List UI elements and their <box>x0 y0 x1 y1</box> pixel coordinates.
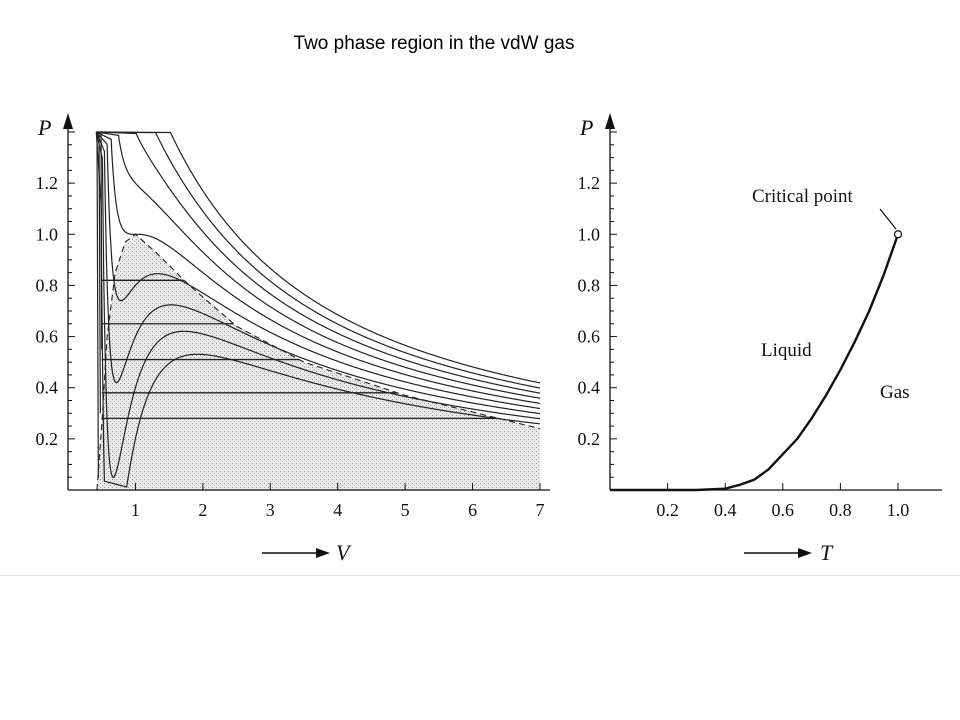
isotherm-curve <box>95 131 541 488</box>
pv-axes: 0.2 0.4 0.6 0.8 1.0 1.2 1 2 3 4 5 6 7 <box>36 113 550 520</box>
page-title: Two phase region in the vdW gas <box>293 33 575 54</box>
figure-panel: 0.2 0.4 0.6 0.8 1.0 1.2 1 2 3 4 5 6 7 P V 0.2 0.4 0.6 0… <box>0 95 960 576</box>
y-tick-label: 1.2 <box>36 173 59 193</box>
y-tick-label: 0.2 <box>36 429 59 449</box>
coexistence-shading <box>96 234 540 490</box>
x-tick-label: 1 <box>131 500 140 520</box>
isotherm-curve <box>95 131 541 410</box>
pt-chart: 0.2 0.4 0.6 0.8 1.0 1.2 0.2 0.4 0.6 0.8 1.0 P T Cr… <box>578 113 942 565</box>
x-tick-label: 4 <box>333 500 342 520</box>
y-tick-label: 1.0 <box>36 224 59 244</box>
x-tick-label: 0.6 <box>772 500 795 520</box>
x-axis-label: V <box>336 540 352 565</box>
x-tick-label: 2 <box>198 500 207 520</box>
x-axis-label: T <box>820 540 834 565</box>
y-tick-label: 0.4 <box>36 378 59 398</box>
pt-axes: 0.2 0.4 0.6 0.8 1.0 1.2 0.2 0.4 0.6 0.8 1.0 <box>578 113 942 520</box>
critical-point-leader <box>879 208 897 230</box>
y-tick-label: 0.6 <box>578 327 601 347</box>
isotherm-curve <box>95 131 541 415</box>
y-axis-label: P <box>579 115 593 140</box>
y-axis-label: P <box>37 115 51 140</box>
pv-chart: 0.2 0.4 0.6 0.8 1.0 1.2 1 2 3 4 5 6 7 P V <box>36 113 550 565</box>
x-tick-label: 0.2 <box>656 500 679 520</box>
x-axis-arrow <box>262 548 330 558</box>
coexistence-region <box>96 233 541 491</box>
critical-point-label: Critical point <box>752 186 854 207</box>
tie-lines <box>101 279 499 420</box>
x-tick-label: 6 <box>468 500 477 520</box>
x-tick-label: 3 <box>266 500 275 520</box>
x-tick-label: 7 <box>536 500 545 520</box>
figure-svg: 0.20.40.60.81.01.21 2 3 4 5 6 7 P V 0.20.40.60… <box>36 113 942 565</box>
isotherm-curve <box>96 131 541 384</box>
y-tick-label: 1.0 <box>578 224 601 244</box>
isotherm-curve <box>96 131 541 399</box>
vapor-pressure-curve <box>610 230 903 492</box>
y-tick-label: 0.6 <box>36 327 59 347</box>
critical-point-marker <box>893 230 903 239</box>
y-axis-arrowhead <box>605 113 615 129</box>
x-tick-label: 1.0 <box>887 500 910 520</box>
coexistence-boundary <box>96 233 541 491</box>
y-tick-label: 1.2 <box>578 173 601 193</box>
liquid-branch <box>96 131 103 478</box>
isotherm-curve <box>96 131 541 404</box>
x-tick-label: 5 <box>401 500 410 520</box>
y-tick-label: 0.8 <box>578 275 601 295</box>
x-axis-arrow <box>744 548 812 558</box>
liquid-label: Liquid <box>761 340 812 361</box>
gas-label: Gas <box>880 382 910 403</box>
y-tick-label: 0.8 <box>36 275 59 295</box>
x-tick-label: 0.4 <box>714 500 737 520</box>
y-tick-label: 0.4 <box>578 378 601 398</box>
isotherms <box>95 131 541 488</box>
y-axis-arrowhead <box>63 113 73 129</box>
isotherm-curve <box>95 131 541 478</box>
isotherm-curve <box>96 131 541 389</box>
y-tick-label: 0.2 <box>578 429 601 449</box>
x-tick-label: 0.8 <box>829 500 852 520</box>
vapor-pressure-line <box>610 233 900 492</box>
isotherm-curve <box>96 131 541 394</box>
